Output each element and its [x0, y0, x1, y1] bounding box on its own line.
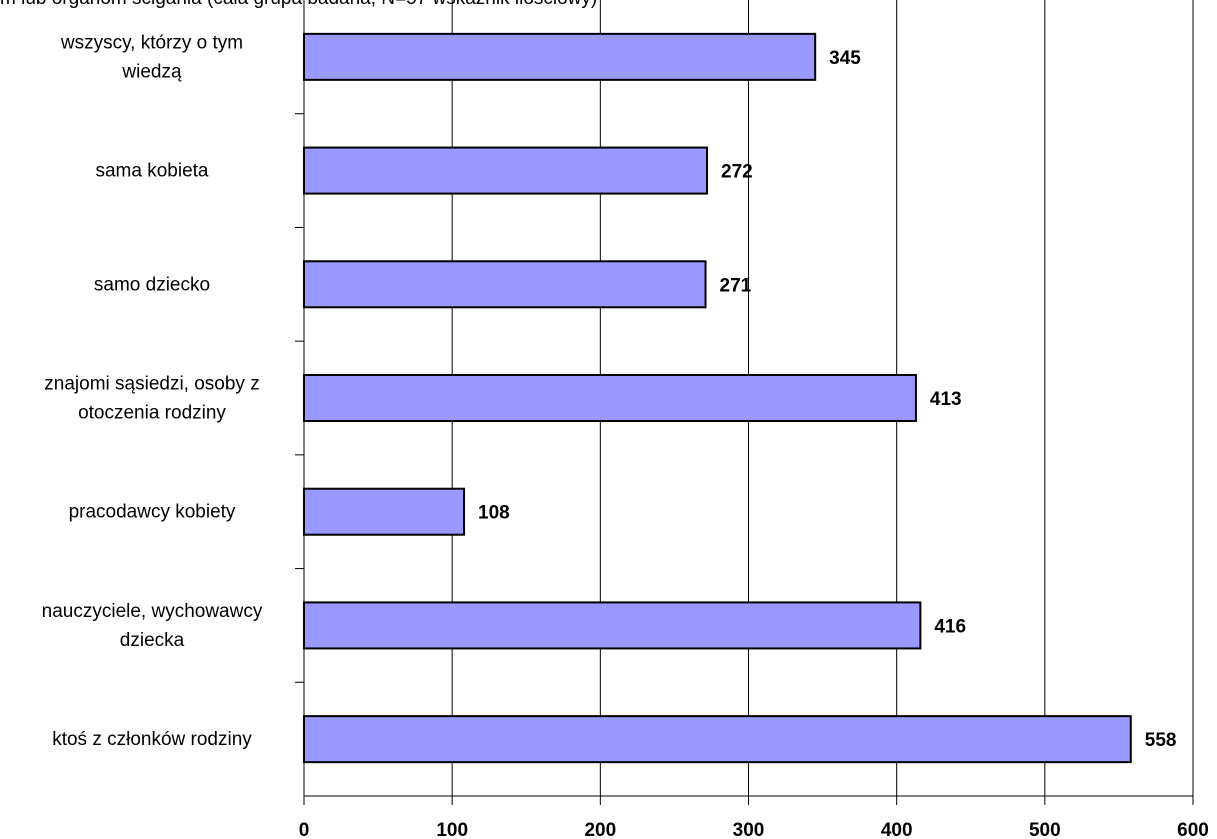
bar: [303, 260, 707, 309]
x-tick-label: 100: [436, 820, 468, 839]
bar: [303, 32, 817, 81]
axes-group: [295, 0, 1194, 805]
bar: [303, 146, 709, 195]
category-label: ktoś z członków rodziny: [52, 729, 252, 750]
category-label: nauczyciele, wychowawcy dziecka: [42, 601, 263, 651]
x-tick-label: 500: [1029, 820, 1061, 839]
x-tick-label: 200: [584, 820, 616, 839]
value-label: 108: [478, 503, 510, 524]
bar: [303, 487, 466, 536]
category-label: pracodawcy kobiety: [69, 502, 236, 523]
value-label: 558: [1145, 730, 1177, 751]
value-label: 271: [720, 275, 752, 296]
labels-group: 0 100 200 300 400 500 600 345 wszyscy, którzy o …: [42, 32, 1209, 839]
value-label: 272: [721, 162, 753, 183]
x-tick-label: 400: [881, 820, 913, 839]
bars-group: [303, 32, 1132, 764]
x-tick-label: 600: [1177, 820, 1209, 839]
value-label: 413: [930, 389, 962, 410]
bar: [303, 601, 922, 650]
category-label: samo dziecko: [94, 274, 210, 295]
chart-title: m lub organom ścigania (cała grupa badan…: [0, 0, 597, 9]
bar: [303, 374, 917, 422]
category-label: sama kobieta: [95, 161, 208, 182]
category-label: znajomi sąsiedzi, osoby z otoczenia rodzi…: [44, 374, 259, 424]
bar: [303, 715, 1132, 764]
x-tick-label: 0: [299, 820, 310, 839]
value-label: 416: [934, 616, 966, 637]
value-label: 345: [829, 48, 861, 69]
x-tick-label: 300: [733, 820, 765, 839]
category-label: wszyscy, którzy o tym wiedzą: [60, 32, 243, 82]
